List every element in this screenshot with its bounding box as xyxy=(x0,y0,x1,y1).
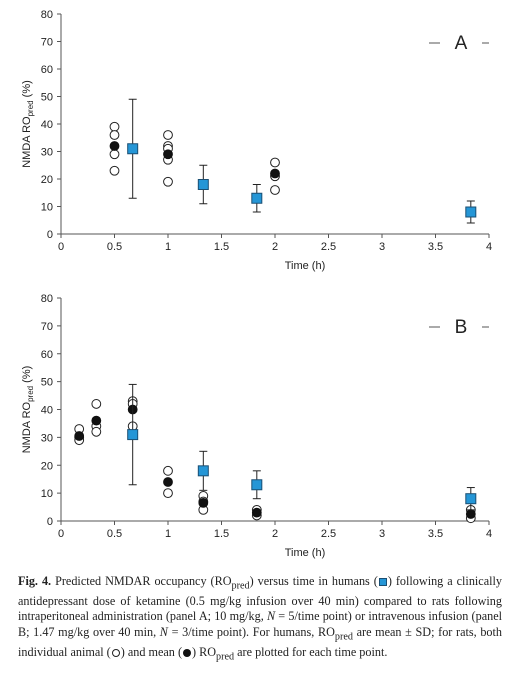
caption-text: ) RO xyxy=(192,644,217,659)
y-tick-label: 60 xyxy=(41,64,53,76)
caption-subscript: pred xyxy=(231,580,250,592)
x-tick-label: 0.5 xyxy=(107,528,122,540)
y-tick-label: 0 xyxy=(47,229,53,241)
mean-rat-point xyxy=(465,509,476,519)
x-tick-label: 0 xyxy=(58,241,64,253)
individual-rat-point xyxy=(270,157,280,168)
x-tick-label: 1.5 xyxy=(214,528,229,540)
caption-subscript: pred xyxy=(216,651,235,663)
individual-rat-point xyxy=(91,426,102,437)
caption-text: = 3/time point). For humans, RO xyxy=(167,624,335,639)
mean-rat-point xyxy=(251,507,262,518)
panel-b-chart: 0 10 20 30 40 50 60 70 80 0 0.5 1 1.5 2 2.5 3 3.5 4 Time (… xyxy=(21,293,492,559)
caption-text: are mean ± SD; for rats, both individual… xyxy=(18,624,502,659)
individual-rat-point xyxy=(109,149,120,160)
caption-subscript: pred xyxy=(334,631,353,643)
y-tick-label: 40 xyxy=(41,119,53,131)
caption-text: ) following a clinically antidepressant … xyxy=(18,574,502,624)
y-tick-label: 0 xyxy=(47,516,53,528)
filled-circle-marker-icon xyxy=(183,648,191,657)
y-axis-title: NMDA ROpred (%) xyxy=(21,366,35,454)
blue-square-marker-icon xyxy=(378,578,387,586)
mean-rat-point xyxy=(109,141,120,151)
individual-rat-point xyxy=(109,130,120,140)
individual-rat-point xyxy=(163,130,173,140)
x-tick-label: 2 xyxy=(272,528,278,540)
x-tick-label: 1 xyxy=(165,528,171,540)
individual-rat-point xyxy=(91,399,102,409)
caption-text: ) versus time in humans ( xyxy=(249,574,378,588)
x-tick-label: 3 xyxy=(379,241,385,253)
y-tick-label: 20 xyxy=(41,174,53,186)
open-circle-marker-icon xyxy=(111,648,120,657)
mean-rat-point xyxy=(163,149,173,160)
caption-text: ) and mean ( xyxy=(120,644,182,659)
x-tick-label: 0.5 xyxy=(107,241,122,253)
y-tick-label: 70 xyxy=(41,321,53,333)
y-tick-label: 20 xyxy=(41,460,53,472)
mean-rat-point xyxy=(198,497,209,508)
x-tick-label: 4 xyxy=(486,528,492,540)
x-axis-title: Time (h) xyxy=(285,260,326,272)
x-tick-label: 0 xyxy=(58,528,64,540)
human-mean-point xyxy=(251,479,263,491)
individual-rat-point xyxy=(109,165,120,176)
individual-rat-point xyxy=(163,465,173,476)
y-tick-label: 80 xyxy=(41,293,53,305)
human-mean-point xyxy=(251,192,263,204)
x-tick-label: 1.5 xyxy=(214,241,229,253)
x-tick-label: 3 xyxy=(379,528,385,540)
mean-rat-point xyxy=(270,168,280,179)
x-tick-label: 2.5 xyxy=(321,528,336,540)
human-mean-point xyxy=(465,206,477,218)
figure-caption: Fig. 4. Predicted NMDAR occupancy (ROpre… xyxy=(18,574,502,665)
mean-rat-point xyxy=(91,415,102,426)
y-tick-label: 30 xyxy=(41,432,53,444)
y-tick-label: 30 xyxy=(41,147,53,159)
y-tick-label: 40 xyxy=(41,405,53,417)
x-tick-label: 3.5 xyxy=(428,241,443,253)
y-tick-label: 70 xyxy=(41,37,53,49)
x-tick-label: 2 xyxy=(272,241,278,253)
individual-rat-point xyxy=(163,176,173,187)
individual-rat-point xyxy=(163,488,173,499)
caption-text: are plotted for each time point. xyxy=(234,644,388,659)
x-tick-label: 1 xyxy=(165,241,171,253)
x-axis-title: Time (h) xyxy=(285,547,326,559)
y-tick-label: 10 xyxy=(41,488,53,500)
x-tick-label: 2.5 xyxy=(321,241,336,253)
caption-text: Predicted NMDAR occupancy (RO xyxy=(51,574,232,588)
caption-italic-n: N xyxy=(159,624,168,639)
x-tick-label: 3.5 xyxy=(428,528,443,540)
y-tick-label: 60 xyxy=(41,349,53,361)
y-tick-label: 80 xyxy=(41,9,53,21)
y-tick-label: 50 xyxy=(41,377,53,389)
human-mean-point xyxy=(127,143,139,155)
human-mean-point xyxy=(127,429,139,441)
caption-italic-n: N xyxy=(266,609,276,624)
human-mean-point xyxy=(197,465,209,477)
caption-label: Fig. 4. xyxy=(18,574,52,588)
individual-rat-point xyxy=(109,121,120,132)
y-tick-label: 10 xyxy=(41,202,53,214)
panel-label: B xyxy=(455,317,468,338)
mean-rat-point xyxy=(74,431,85,441)
individual-rat-point xyxy=(270,185,280,195)
human-mean-point xyxy=(197,179,209,190)
y-tick-label: 50 xyxy=(41,92,53,104)
mean-rat-point xyxy=(163,477,173,487)
y-axis-title: NMDA ROpred (%) xyxy=(21,80,35,168)
caption-text: = 5/time point) or intravenous infusion … xyxy=(18,609,502,639)
human-mean-point xyxy=(465,493,477,505)
x-tick-label: 4 xyxy=(486,241,492,253)
panel-a-chart: 0 10 20 30 40 50 60 70 80 0 0.5 1 1.5 2 2.5 3 3.5 4 Time (… xyxy=(21,9,492,272)
panel-label: A xyxy=(455,33,468,54)
